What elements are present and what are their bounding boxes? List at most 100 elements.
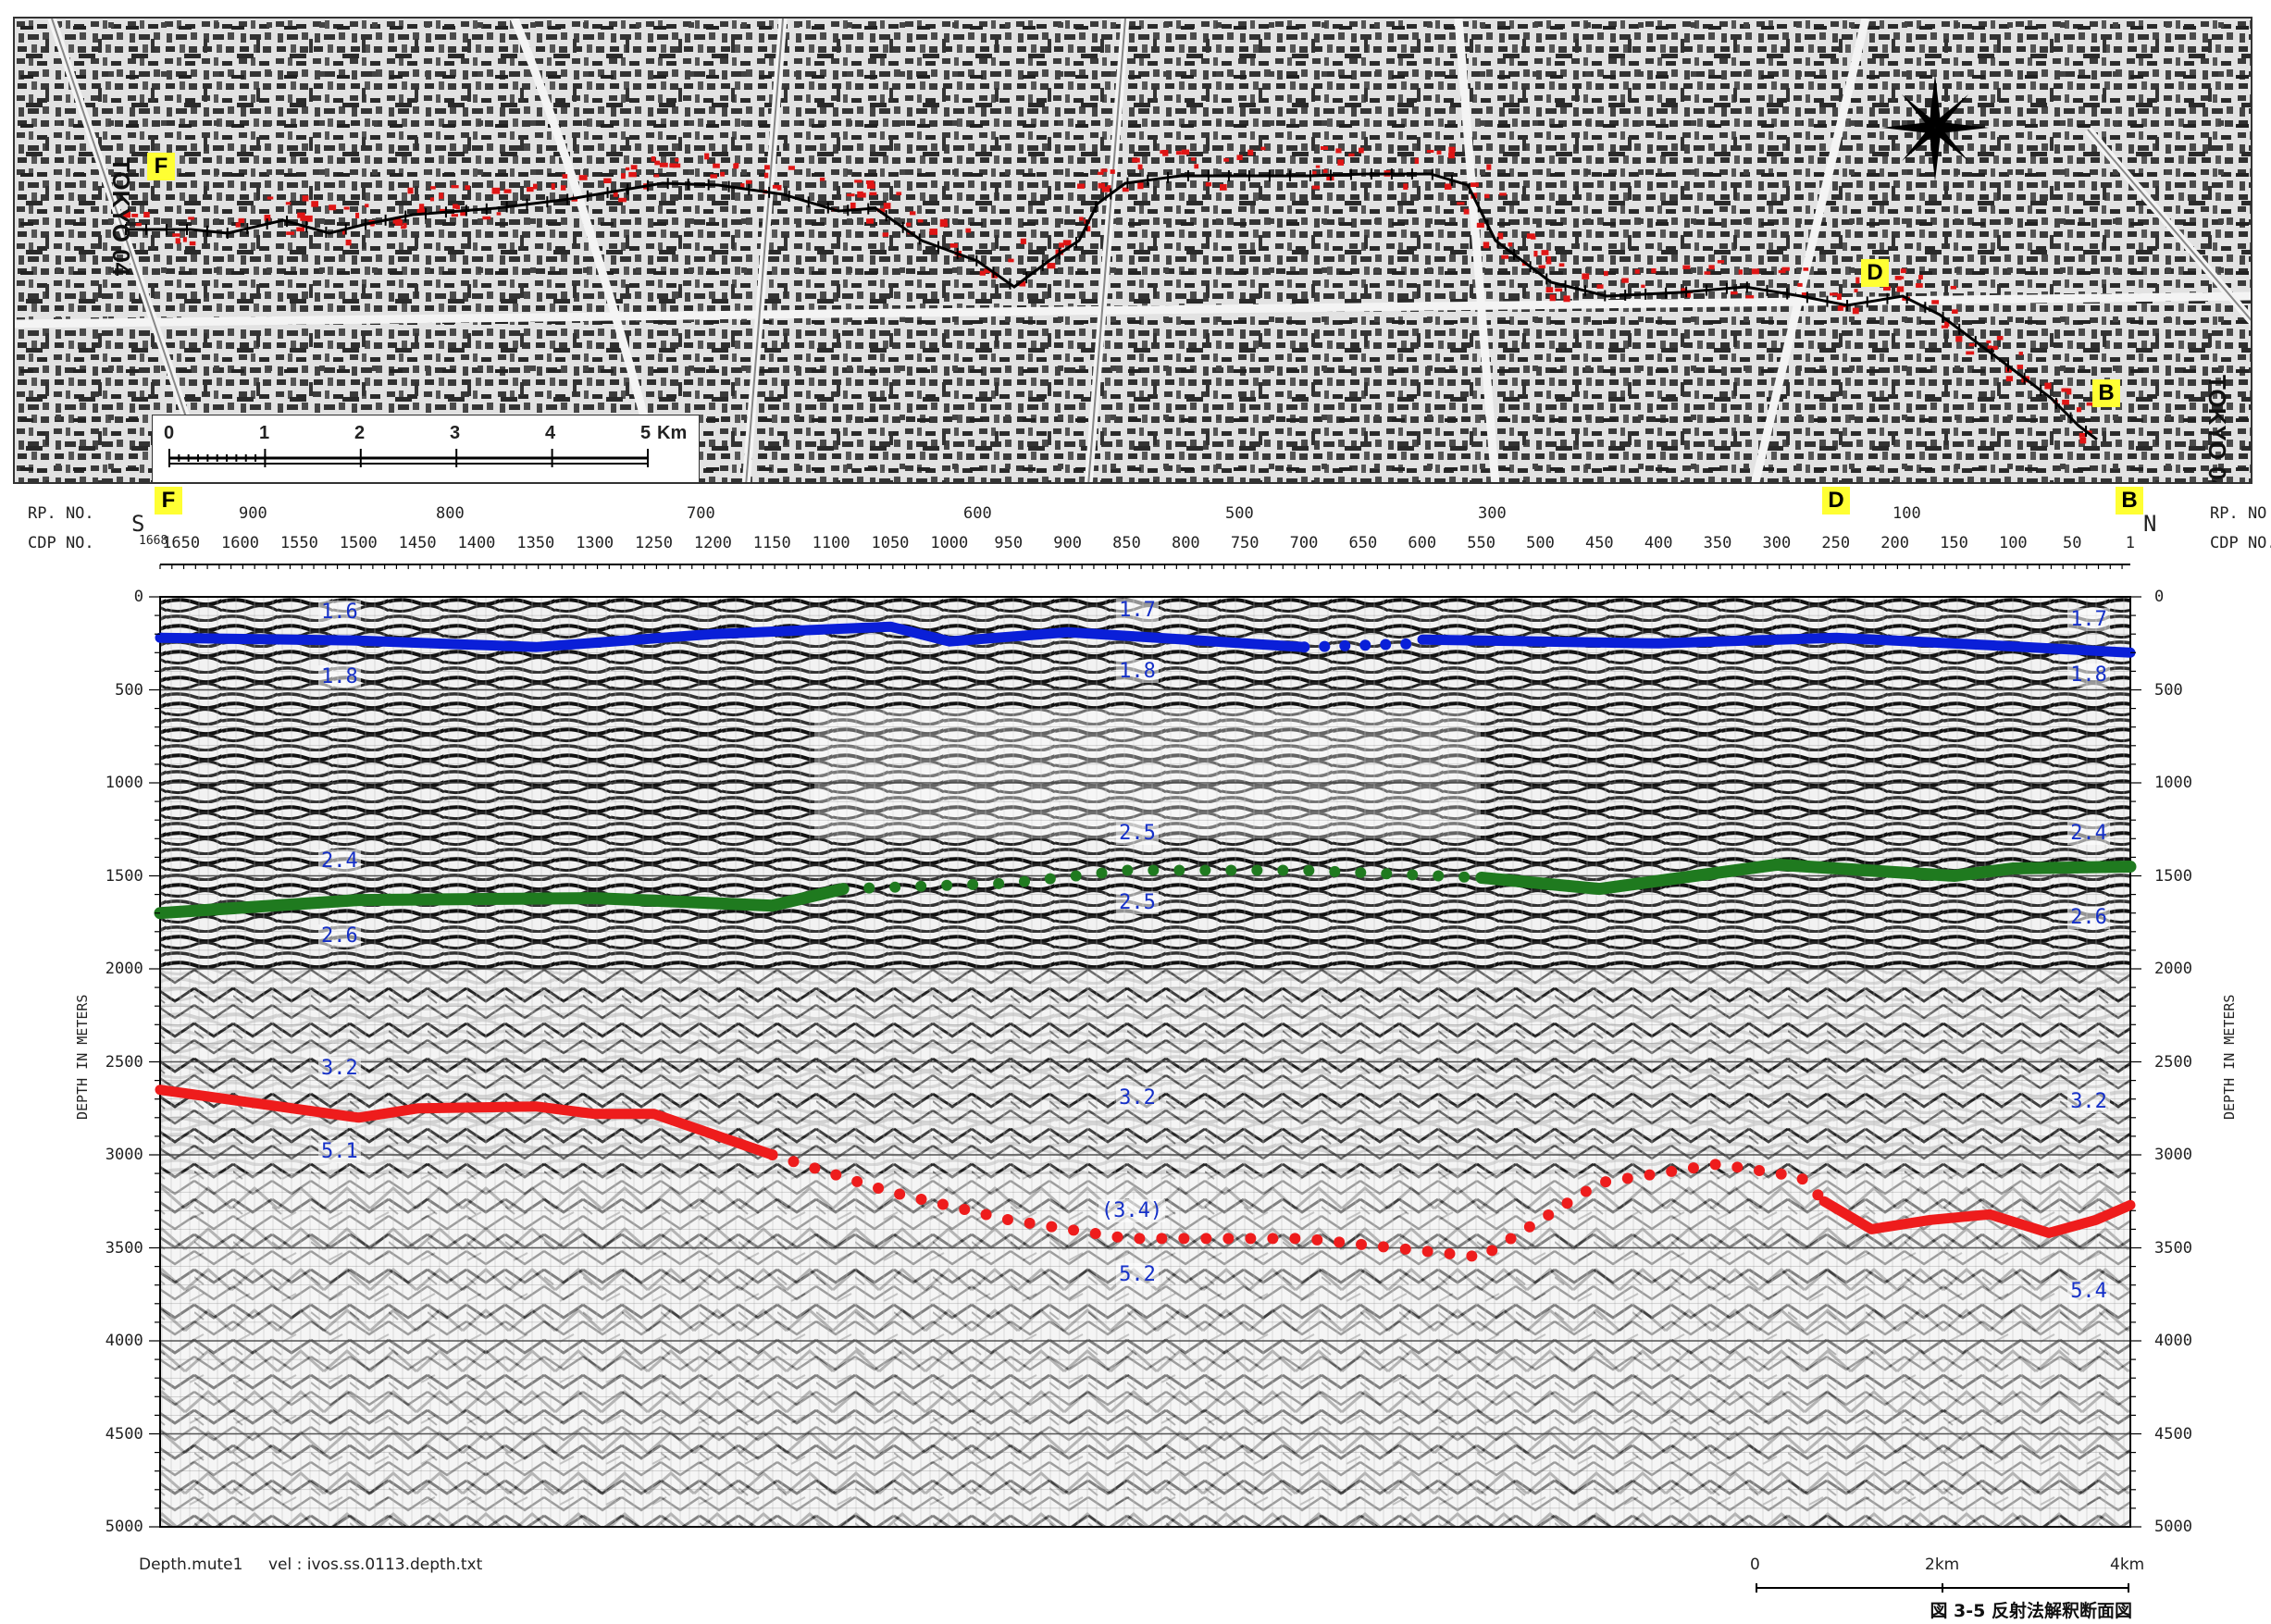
cdp-tick-label: 250 bbox=[1821, 534, 1851, 552]
figure-caption: 図 3-5 反射法解釈断面図 bbox=[1930, 1601, 2132, 1621]
cdp-tick-label: 700 bbox=[1289, 534, 1319, 552]
cdp-tick-label: 800 bbox=[1171, 534, 1200, 552]
velocity-label-green-right-bottom: 2.6 bbox=[2067, 905, 2110, 929]
map-scale-tick-5: 5 bbox=[640, 423, 652, 443]
cdp-label-left: CDP NO. bbox=[28, 534, 94, 552]
depth-tick-label-right: 1000 bbox=[2154, 774, 2192, 792]
cdp-tick-label: 950 bbox=[994, 534, 1024, 552]
cdp-tick-label: 650 bbox=[1348, 534, 1378, 552]
map-canvas bbox=[15, 19, 2251, 482]
rp-tick-label: 900 bbox=[239, 504, 267, 523]
rp-label-left: RP. NO. bbox=[28, 504, 94, 523]
depth-tick-label-right: 0 bbox=[2154, 588, 2165, 606]
velocity-label-blue-left-top: 1.6 bbox=[318, 601, 361, 625]
rp-tick-label: 800 bbox=[436, 504, 465, 523]
velocity-label-blue-right-top: 1.7 bbox=[2067, 608, 2110, 632]
cdp-tick-label: 1450 bbox=[398, 534, 437, 552]
depth-tick-label-left: 500 bbox=[115, 680, 143, 700]
footer-scale-tick-1: 2km bbox=[1925, 1556, 1960, 1574]
green-horizon-right bbox=[1475, 858, 2137, 896]
cdp-tick-label: 1 bbox=[2125, 534, 2136, 552]
depth-tick-label-right: 2500 bbox=[2154, 1052, 2192, 1072]
compass-rose-icon bbox=[1881, 74, 1989, 181]
depth-tick-label-right: 3500 bbox=[2154, 1238, 2192, 1258]
blue-horizon-right bbox=[1417, 632, 2136, 658]
velocity-label-red-right-bottom: 5.4 bbox=[2067, 1279, 2110, 1303]
blue-horizon-left bbox=[155, 621, 1309, 652]
map-scale-tick-3: 3 bbox=[450, 423, 461, 443]
velocity-label-green-mid-top: 2.5 bbox=[1116, 822, 1159, 846]
depth-tick-label-left: 4500 bbox=[105, 1424, 143, 1444]
cdp-tick-label: 50 bbox=[2063, 534, 2082, 552]
velocity-label-red-mid-bottom: 5.2 bbox=[1116, 1262, 1159, 1286]
rp-label-right: RP. NO bbox=[2210, 504, 2267, 523]
y-axis-label-left: DEPTH IN METERS bbox=[74, 994, 91, 1120]
depth-tick-label-left: 0 bbox=[133, 588, 143, 606]
section-marker-d: D bbox=[1822, 487, 1850, 514]
map-marker-f: F bbox=[147, 153, 175, 180]
depth-tick-label-left: 3500 bbox=[105, 1238, 143, 1258]
section-marker-f: F bbox=[155, 487, 182, 514]
cdp-tick-label: 1350 bbox=[516, 534, 555, 552]
cdp-tick-label: 1400 bbox=[457, 534, 496, 552]
cdp-tick-label: 450 bbox=[1584, 534, 1614, 552]
cdp-tick-label: 600 bbox=[1408, 534, 1437, 552]
depth-tick-label-left: 2000 bbox=[105, 960, 143, 978]
cdp-tick-label: 1250 bbox=[635, 534, 673, 552]
process-label: Depth.mute1 bbox=[139, 1556, 243, 1574]
map-scale-tick-4: 4 bbox=[545, 423, 556, 443]
velocity-label-blue-right-bottom: 1.8 bbox=[2067, 663, 2110, 688]
depth-tick-label-left: 5000 bbox=[105, 1518, 143, 1536]
red-horizon-left bbox=[155, 1085, 778, 1160]
map-scale-tick-2: 2 bbox=[354, 423, 366, 443]
cdp-tick-label: 1300 bbox=[576, 534, 614, 552]
section-marker-b: B bbox=[2116, 487, 2143, 514]
velocity-label-blue-left-bottom: 1.8 bbox=[318, 665, 361, 689]
cdp-tick-label: 1000 bbox=[930, 534, 969, 552]
blue-horizon-dotted bbox=[1298, 638, 1412, 653]
rp-tick-label: 600 bbox=[963, 504, 992, 523]
depth-tick-label-right: 1500 bbox=[2154, 866, 2192, 886]
cdp-tick-label: 1100 bbox=[812, 534, 850, 552]
cdp-tick-label: 150 bbox=[1940, 534, 1968, 552]
rp-tick-label: 100 bbox=[1892, 504, 1921, 523]
rp-tick-label: 300 bbox=[1478, 504, 1507, 523]
red-horizon-right bbox=[1818, 1196, 2136, 1238]
cdp-tick-label: 1200 bbox=[693, 534, 732, 552]
velocity-label-red-mid-top: 3.2 bbox=[1116, 1085, 1159, 1110]
cdp-tick-label: 850 bbox=[1112, 534, 1141, 552]
cdp-tick-label: 400 bbox=[1644, 534, 1673, 552]
depth-tick-label-right: 3000 bbox=[2154, 1146, 2192, 1164]
south-label: S bbox=[131, 511, 145, 537]
cdp-tick-label: 300 bbox=[1762, 534, 1792, 552]
map-scale-tick-1: 1 bbox=[259, 423, 270, 443]
location-map: F D B TOKYO 04 TOKYO 04 0 1 2 3 4 5 Km bbox=[13, 17, 2252, 484]
velocity-label-green-mid-bottom: 2.5 bbox=[1116, 890, 1159, 914]
map-scale-unit: Km bbox=[657, 423, 688, 443]
velocity-label-red-left-top: 3.2 bbox=[318, 1056, 361, 1080]
depth-tick-label-left: 4000 bbox=[105, 1332, 143, 1350]
cdp-tick-label: 100 bbox=[1998, 534, 2028, 552]
footer-scale-tick-2: 4km bbox=[2110, 1556, 2145, 1574]
velocity-label-red-mid-paren: (3.4) bbox=[1098, 1199, 1166, 1223]
rp-tick-label: 700 bbox=[687, 504, 715, 523]
cdp-first-label: 1668 bbox=[139, 534, 168, 548]
map-scale-tick-0: 0 bbox=[164, 423, 175, 443]
velocity-label-green-left-bottom: 2.6 bbox=[318, 924, 361, 948]
depth-tick-label-left: 1000 bbox=[105, 774, 143, 792]
map-scale-bar: 0 1 2 3 4 5 Km bbox=[152, 415, 700, 482]
depth-tick-label-right: 500 bbox=[2154, 680, 2183, 700]
cdp-tick-label: 1550 bbox=[279, 534, 318, 552]
velocity-label-red-left-bottom: 5.1 bbox=[318, 1139, 361, 1163]
green-horizon-left bbox=[154, 883, 850, 920]
depth-tick-label-right: 5000 bbox=[2154, 1518, 2192, 1536]
cdp-tick-label: 1050 bbox=[871, 534, 910, 552]
cdp-tick-label: 550 bbox=[1467, 534, 1495, 552]
cdp-tick-label: 1150 bbox=[752, 534, 791, 552]
depth-tick-label-right: 2000 bbox=[2154, 960, 2192, 978]
cdp-tick-label: 1600 bbox=[221, 534, 259, 552]
cdp-tick-label: 1500 bbox=[339, 534, 378, 552]
velocity-label-blue-mid-top: 1.7 bbox=[1116, 599, 1159, 623]
cdp-tick-label: 1650 bbox=[162, 534, 201, 552]
